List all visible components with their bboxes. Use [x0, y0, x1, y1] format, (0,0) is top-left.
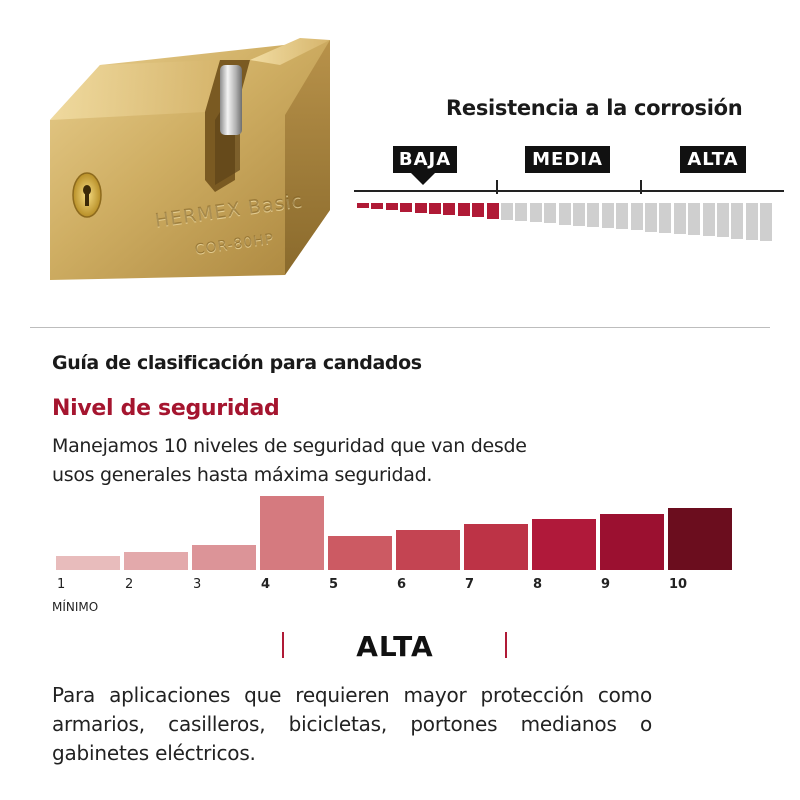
corrosion-segment-active [357, 203, 369, 208]
security-level-bar-1 [56, 556, 120, 570]
security-level-bar-3 [192, 545, 256, 570]
corrosion-segment [515, 203, 528, 221]
security-level-number: 5 [329, 577, 339, 592]
corrosion-segment [745, 203, 758, 240]
corrosion-segment [558, 203, 571, 225]
corrosion-segment-active [457, 203, 470, 217]
corrosion-segment-active [371, 203, 384, 210]
range-end-marker [505, 632, 507, 658]
security-level-bar-7 [464, 524, 528, 570]
corrosion-segment [702, 203, 715, 237]
corrosion-level-media: MEDIA [525, 146, 610, 173]
corrosion-segment-active [486, 203, 499, 219]
corrosion-axis [354, 190, 784, 192]
corrosion-segment [573, 203, 585, 226]
corrosion-level-baja: BAJA [393, 146, 457, 173]
corrosion-segment [688, 203, 701, 236]
security-level-number: 3 [193, 577, 202, 592]
corrosion-segment [616, 203, 629, 230]
corrosion-segment [544, 203, 557, 224]
corrosion-segment [659, 203, 672, 233]
corrosion-segment [673, 203, 686, 234]
corrosion-segment [645, 203, 657, 232]
security-level-bar-4 [260, 496, 324, 570]
security-level-bar-2 [124, 552, 188, 570]
corrosion-segment [731, 203, 744, 239]
security-level-bar-5 [328, 536, 392, 570]
security-level-number: 9 [601, 577, 611, 592]
selected-level-arrow-icon [411, 173, 435, 185]
corrosion-tick [496, 180, 498, 194]
security-level-bar-8 [532, 519, 596, 570]
section-divider [30, 327, 770, 328]
minimum-label: MÍNIMO [52, 600, 99, 614]
range-start-marker [282, 632, 284, 658]
security-level-number: 4 [261, 577, 271, 592]
security-intro-text: Manejamos 10 niveles de seguridad que va… [52, 435, 527, 486]
corrosion-segment [760, 203, 773, 241]
security-level-bar-10 [668, 508, 732, 570]
corrosion-segment [501, 203, 513, 220]
security-level-title: Nivel de seguridad [52, 396, 280, 421]
corrosion-level-alta: ALTA [680, 146, 746, 173]
security-level-number: 6 [397, 577, 407, 592]
security-level-number: 7 [465, 577, 475, 592]
corrosion-title: Resistencia a la corrosión [446, 96, 743, 120]
corrosion-segment-active [429, 203, 441, 214]
corrosion-segment [630, 203, 643, 231]
padlock-drawing [50, 38, 330, 280]
corrosion-segment-active [472, 203, 485, 218]
corrosion-segment [587, 203, 600, 227]
corrosion-segment-active [414, 203, 427, 213]
corrosion-segment-active [443, 203, 456, 216]
corrosion-segment-active [385, 203, 398, 211]
security-level-number: 10 [669, 577, 688, 592]
security-level-bar-6 [396, 530, 460, 570]
guide-title: Guía de clasificación para candados [52, 352, 422, 374]
application-description: Para aplicaciones que requieren mayor pr… [52, 683, 652, 765]
corrosion-segment-active [400, 203, 413, 212]
security-level-number: 8 [533, 577, 543, 592]
security-level-number: 2 [125, 577, 134, 592]
padlock-image: HERMEX Basic COR-80HP [30, 20, 350, 320]
corrosion-tick [640, 180, 642, 194]
security-level-number: 1 [57, 577, 66, 592]
security-range-label: ALTA [356, 630, 434, 663]
corrosion-segment [529, 203, 542, 223]
corrosion-segment [717, 203, 729, 238]
security-level-bar-9 [600, 514, 664, 570]
corrosion-segment [601, 203, 614, 229]
